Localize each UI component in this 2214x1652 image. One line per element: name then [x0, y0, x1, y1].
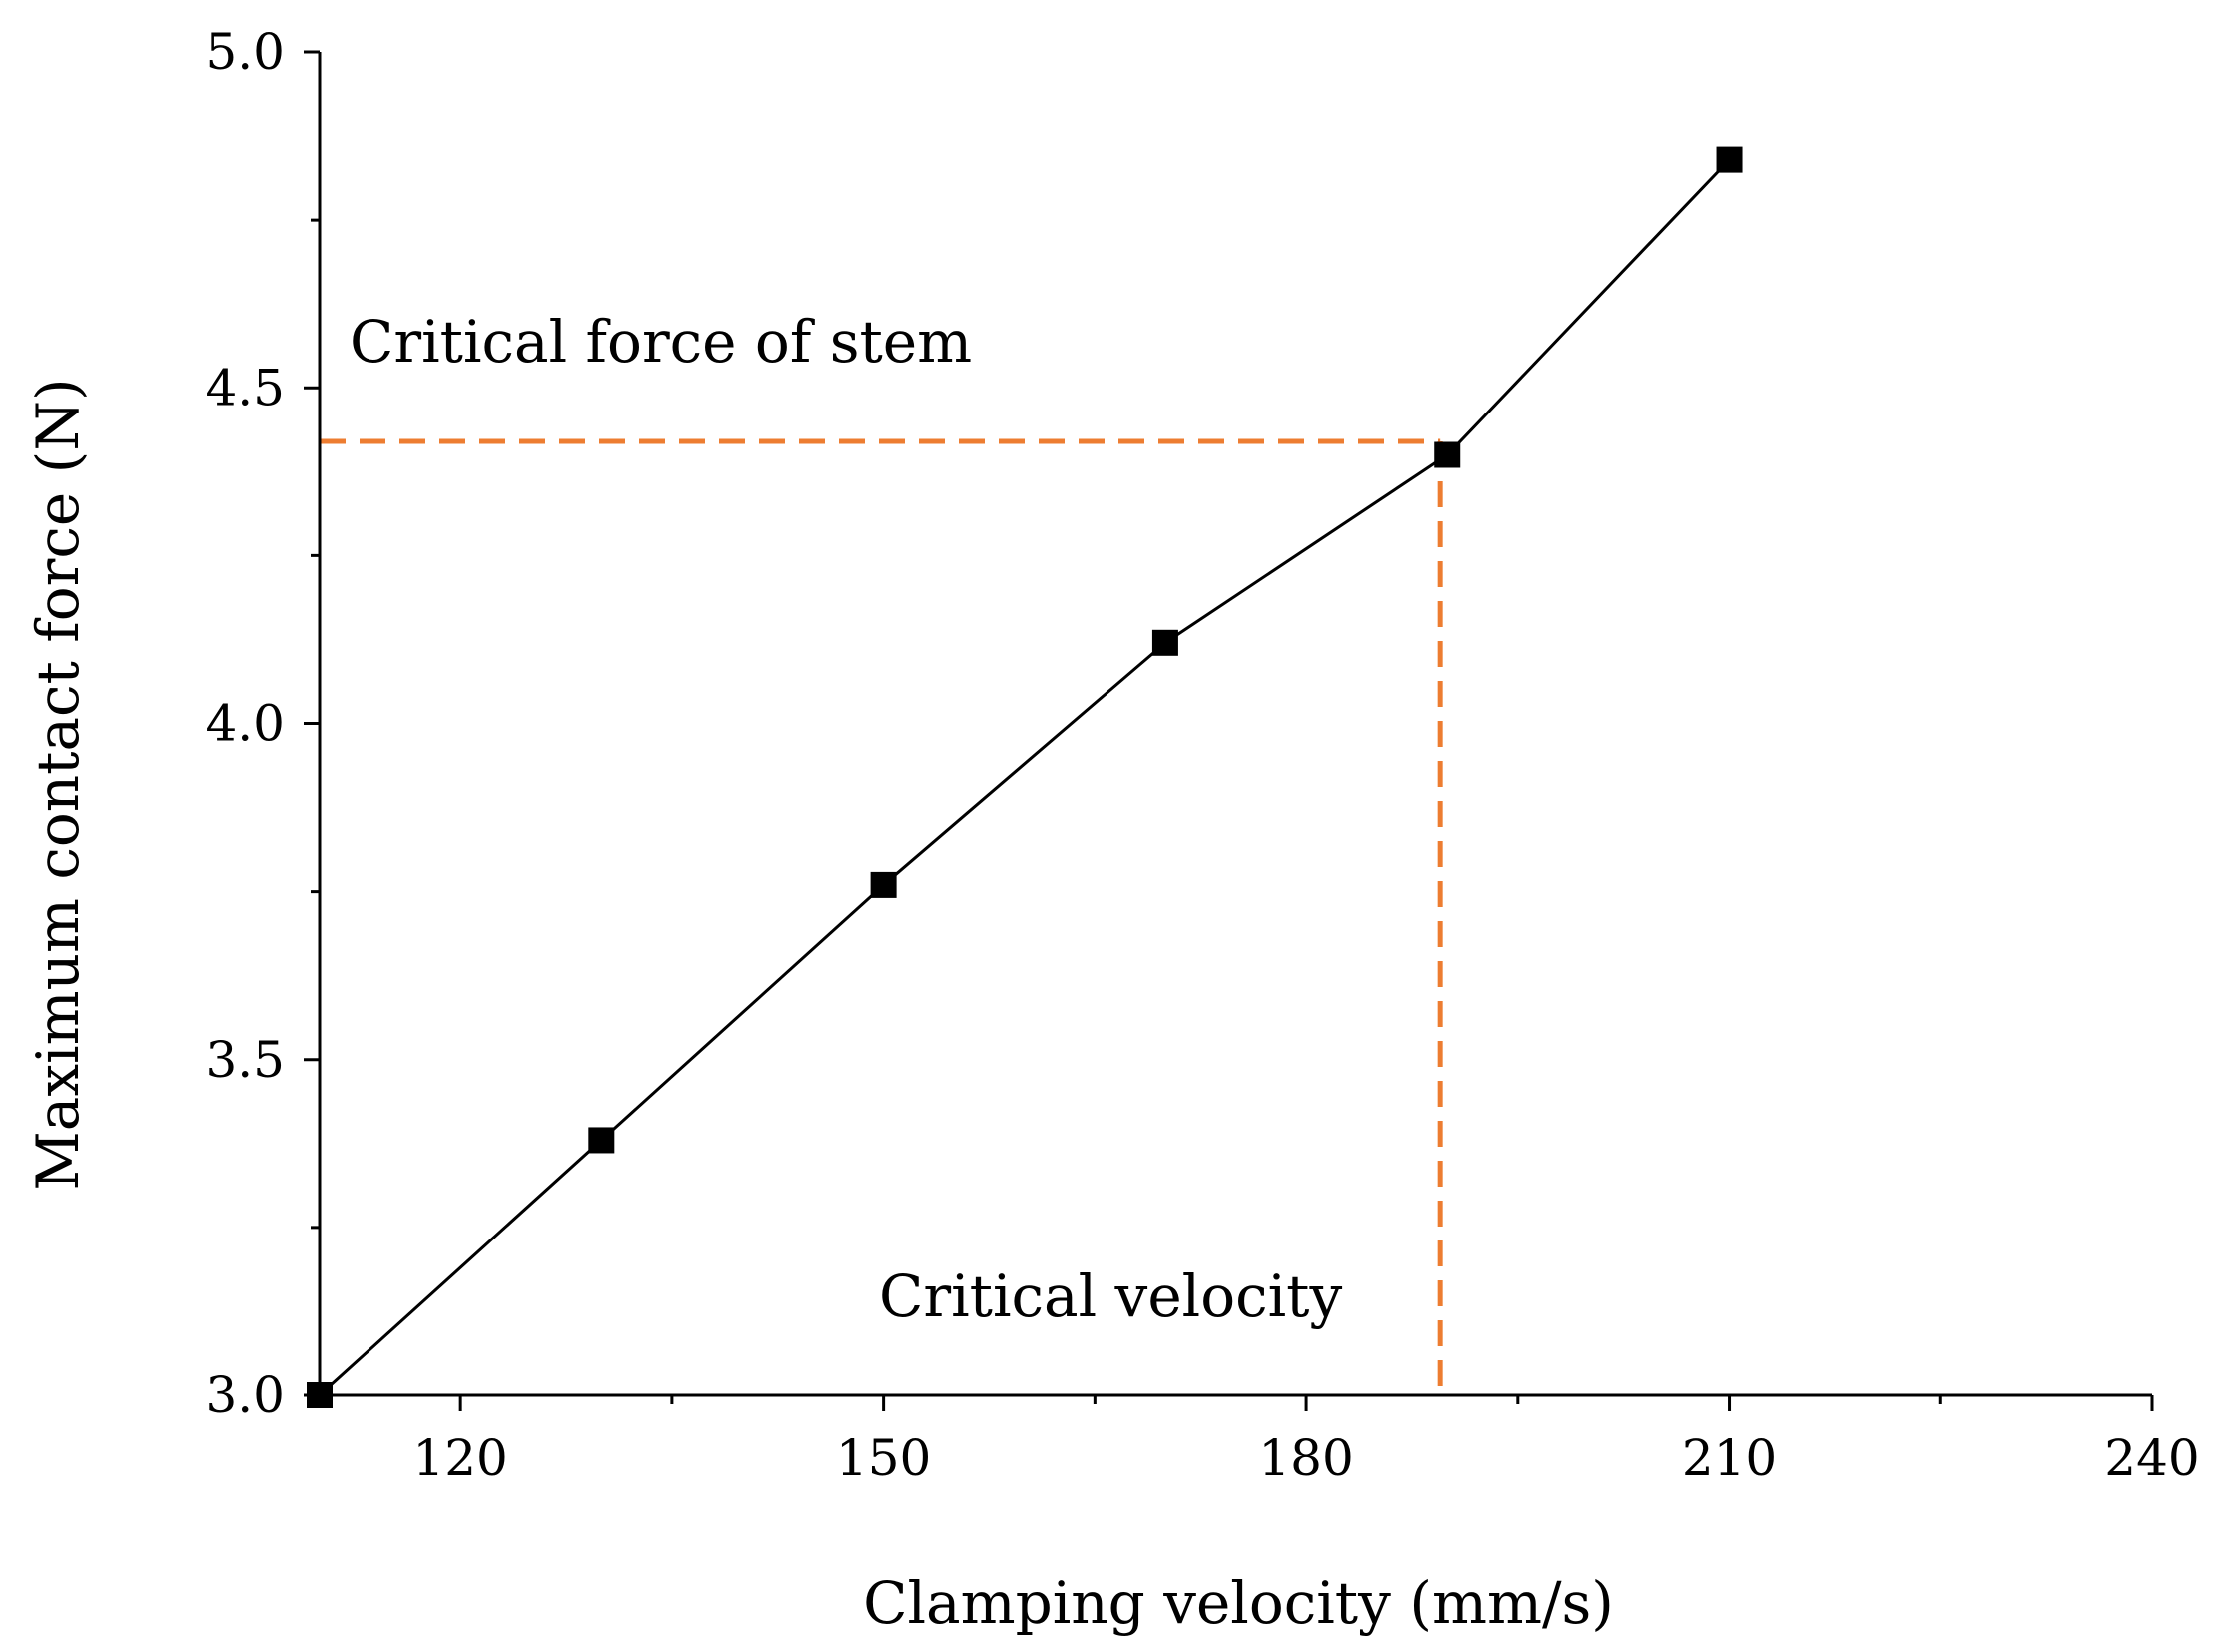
x-axis-title: Clamping velocity (mm/s): [863, 1569, 1614, 1637]
x-tick-label: 210: [1682, 1429, 1777, 1487]
y-tick-label: 4.0: [205, 695, 285, 753]
y-tick-label: 4.5: [205, 359, 285, 416]
x-tick-label: 150: [836, 1429, 931, 1487]
reference-lines: [320, 438, 1443, 1395]
y-tick-label: 5.0: [205, 23, 285, 81]
data-series: [307, 146, 1743, 1408]
axes: 120 150 180 210 240 3.0 3.5 4.0 4.5 5.0: [205, 23, 2199, 1487]
y-tick-label: 3.0: [205, 1366, 285, 1424]
data-point-marker: [1151, 629, 1178, 656]
critical-force-label: Critical force of stem: [350, 308, 972, 376]
data-point-marker: [307, 1382, 333, 1408]
data-point-marker: [588, 1127, 615, 1154]
x-tick-label: 120: [412, 1429, 507, 1487]
x-tick-label: 240: [2104, 1429, 2199, 1487]
y-axis-title: Maximum contact force (N): [24, 378, 92, 1190]
series-line: [318, 158, 1731, 1397]
critical-velocity-label: Critical velocity: [879, 1262, 1342, 1330]
data-point-marker: [1716, 146, 1743, 173]
x-tick-label: 180: [1258, 1429, 1353, 1487]
data-point-marker: [870, 871, 897, 898]
data-point-marker: [1434, 441, 1461, 468]
y-tick-label: 3.5: [205, 1031, 285, 1089]
